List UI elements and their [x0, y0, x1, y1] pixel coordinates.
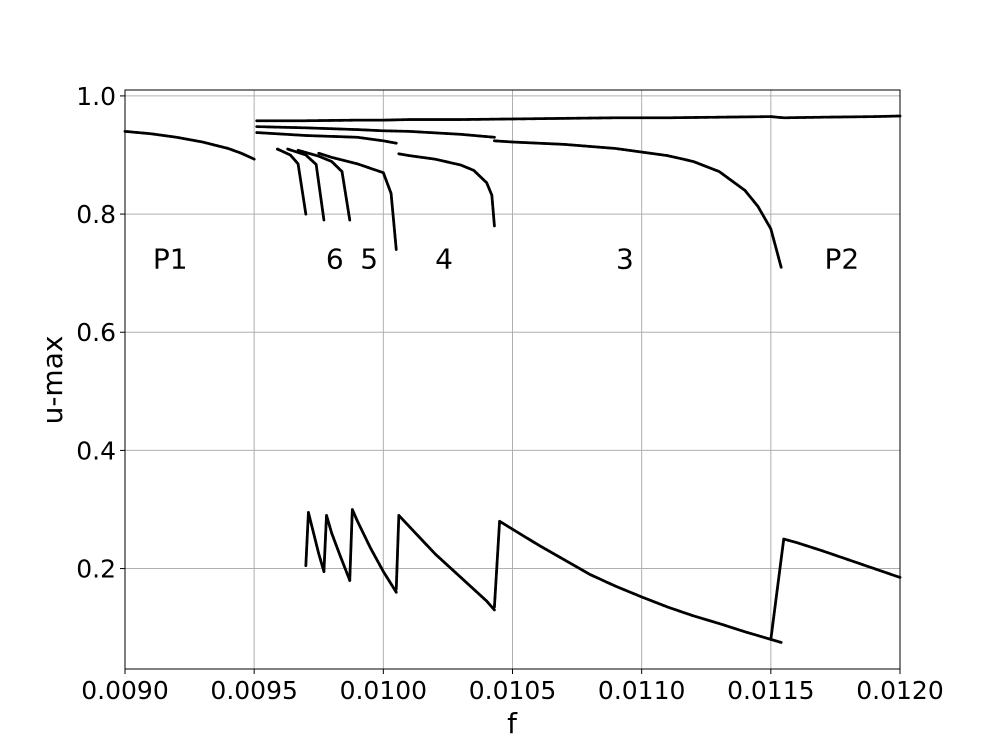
- data-point: [348, 578, 352, 582]
- data-point: [394, 590, 398, 594]
- y-tick-label: 0.8: [76, 200, 116, 229]
- data-point: [493, 135, 496, 139]
- x-tick-label: 0.0120: [856, 676, 943, 705]
- data-series: [304, 511, 326, 573]
- data-series: [276, 147, 308, 216]
- data-point: [779, 641, 783, 644]
- data-point: [493, 224, 496, 228]
- region-label: 6: [326, 242, 344, 275]
- region-label: 4: [435, 242, 453, 275]
- data-point: [322, 570, 326, 573]
- data-series: [493, 139, 783, 269]
- data-series: [322, 513, 352, 582]
- region-labels: P1 6 5 4 3 P2: [153, 242, 859, 275]
- x-tick-label: 0.0100: [340, 676, 427, 705]
- x-axis-label: f: [507, 707, 518, 740]
- data-series: [397, 152, 496, 228]
- y-axis-label: u-max: [36, 336, 69, 425]
- x-tick-label: 0.0105: [469, 676, 556, 705]
- data-series: [255, 131, 398, 145]
- region-label: 3: [616, 242, 634, 275]
- y-tick-label: 0.2: [76, 555, 116, 584]
- y-tick-label: 0.4: [76, 436, 116, 465]
- data-series: [296, 148, 352, 222]
- data-point: [252, 157, 256, 161]
- data-series: [123, 129, 256, 161]
- region-label: P1: [153, 242, 188, 275]
- data-series: [286, 147, 326, 222]
- data-point: [322, 218, 326, 222]
- axis-ticks: 0.0090 0.0095 0.0100 0.0105 0.0110 0.0115 0.01…: [76, 82, 944, 705]
- region-label: 5: [360, 242, 378, 275]
- data-point: [394, 248, 398, 251]
- plot-frame: [124, 89, 901, 670]
- data-point: [493, 608, 496, 612]
- x-tick-label: 0.0115: [727, 676, 814, 705]
- x-tick-label: 0.0095: [210, 676, 297, 705]
- data-series: [255, 114, 902, 123]
- y-tick-label: 1.0: [76, 82, 116, 111]
- y-tick-label: 0.6: [76, 318, 116, 347]
- data-point: [779, 265, 783, 269]
- grid-lines: [124, 90, 901, 669]
- data-point: [394, 141, 398, 145]
- data-series: [317, 151, 398, 251]
- data-series: [394, 513, 496, 612]
- region-label: P2: [825, 242, 860, 275]
- data-series: [348, 508, 398, 594]
- data-points: [123, 114, 902, 644]
- x-tick-label: 0.0110: [598, 676, 685, 705]
- data-point: [348, 218, 352, 222]
- x-tick-label: 0.0090: [81, 676, 168, 705]
- data-series: [493, 519, 783, 644]
- data-point: [304, 212, 308, 216]
- data-series: [255, 125, 496, 139]
- data-series: [769, 537, 902, 641]
